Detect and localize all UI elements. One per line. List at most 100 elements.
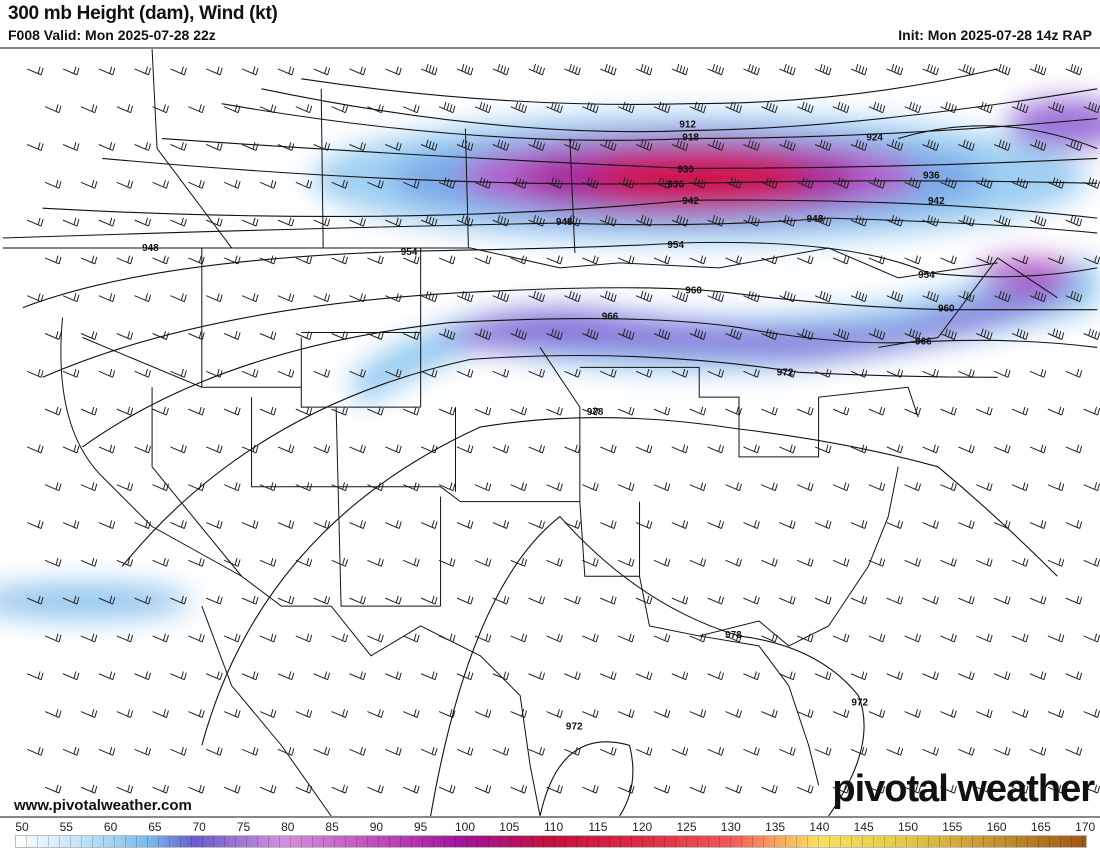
wind-barb — [420, 368, 438, 378]
wind-barb — [1047, 177, 1065, 189]
wind-barb — [331, 633, 349, 643]
website-url[interactable]: www.pivotalweather.com — [14, 797, 192, 814]
wind-barb — [922, 139, 939, 151]
wind-barb — [689, 709, 707, 718]
wind-barb — [27, 66, 44, 76]
wind-barb — [600, 368, 617, 378]
wind-barb — [761, 255, 778, 265]
wind-barb — [206, 444, 223, 454]
wind-barb — [635, 63, 653, 76]
wind-barb — [976, 784, 993, 794]
wind-barb — [420, 746, 438, 756]
colorbar-tick: 135 — [765, 820, 786, 834]
wind-barb — [743, 444, 760, 454]
contour-label: 972 — [851, 698, 868, 709]
wind-barb — [420, 139, 438, 151]
wind-barb — [743, 368, 760, 378]
wind-barb — [904, 557, 922, 567]
wind-barb — [44, 104, 62, 114]
wind-barb — [1083, 784, 1100, 794]
wind-barb — [152, 482, 169, 492]
wind-barb — [707, 746, 725, 756]
wind-barb — [1083, 557, 1100, 567]
wind-barb — [295, 633, 313, 643]
wind-barb — [635, 215, 653, 227]
wind-barb — [241, 368, 259, 378]
wind-barb — [134, 746, 152, 756]
wind-barb — [940, 482, 957, 492]
wind-barb — [206, 142, 223, 151]
wind-barb — [653, 482, 671, 492]
wind-barb — [1011, 406, 1029, 416]
wind-barb — [367, 255, 384, 265]
wind-barb — [814, 139, 832, 151]
wind-barb — [1029, 368, 1047, 378]
wind-barb — [331, 179, 349, 189]
wind-barb — [241, 520, 259, 529]
wind-barb — [206, 368, 223, 378]
wind-barb — [546, 328, 563, 340]
wind-barb — [886, 520, 904, 529]
wind-barb — [134, 293, 152, 303]
wind-barb — [707, 63, 725, 76]
wind-barb — [474, 784, 492, 794]
wind-barb — [761, 557, 778, 567]
wind-barb — [904, 328, 922, 340]
wind-barb — [80, 633, 98, 643]
wind-barb — [223, 179, 241, 189]
wind-barb — [116, 179, 134, 189]
colorbar-tick: 95 — [414, 820, 428, 834]
wind-barb — [653, 328, 671, 340]
wind-barb — [600, 444, 617, 454]
wind-barb — [1011, 328, 1029, 340]
wind-barb — [223, 482, 241, 492]
wind-barb — [779, 139, 796, 151]
wind-barb — [1065, 290, 1083, 303]
wind-barb — [170, 142, 187, 151]
wind-barb — [403, 557, 420, 567]
wind-barb — [546, 709, 563, 718]
wind-barb — [814, 595, 832, 605]
wind-barb — [510, 784, 528, 794]
wind-barb — [385, 520, 402, 529]
wind-barb — [707, 520, 725, 529]
contour-label: 978 — [587, 407, 604, 418]
wind-barb — [976, 557, 993, 567]
wind-barb — [868, 482, 886, 492]
colorbar-tick: 155 — [942, 820, 963, 834]
wind-barb — [653, 784, 671, 794]
wind-barb — [170, 66, 187, 76]
wind-barb — [367, 179, 384, 189]
wind-barb — [188, 179, 205, 189]
wind-barb — [420, 444, 438, 454]
wind-barb — [188, 482, 205, 492]
wind-barb — [689, 784, 707, 794]
wind-barb — [886, 746, 904, 756]
wind-barb — [940, 255, 957, 265]
wind-barb — [1065, 368, 1083, 378]
wind-barb — [689, 557, 707, 567]
wind-barb — [671, 63, 689, 76]
wind-barb — [1083, 101, 1100, 114]
wind-barb — [420, 215, 438, 227]
wind-barb — [761, 101, 778, 114]
wind-barb — [689, 101, 707, 114]
wind-barb — [456, 368, 474, 378]
colorbar-tick: 150 — [897, 820, 919, 834]
wind-barb — [385, 142, 402, 151]
wind-barb — [635, 595, 653, 605]
wind-barb — [1083, 482, 1100, 492]
wind-barb — [671, 520, 689, 529]
wind-barb — [546, 101, 563, 114]
colorbar-tick: 80 — [281, 820, 295, 834]
wind-barb — [832, 177, 850, 189]
wind-barb — [796, 328, 814, 340]
wind-barb — [152, 557, 169, 567]
wind-barb — [528, 520, 545, 529]
wind-barb — [420, 63, 438, 76]
wind-barb — [779, 63, 796, 76]
wind-barb — [993, 139, 1011, 151]
wind-barb — [80, 331, 98, 340]
wind-barb — [27, 671, 44, 681]
wind-barb — [958, 671, 975, 681]
